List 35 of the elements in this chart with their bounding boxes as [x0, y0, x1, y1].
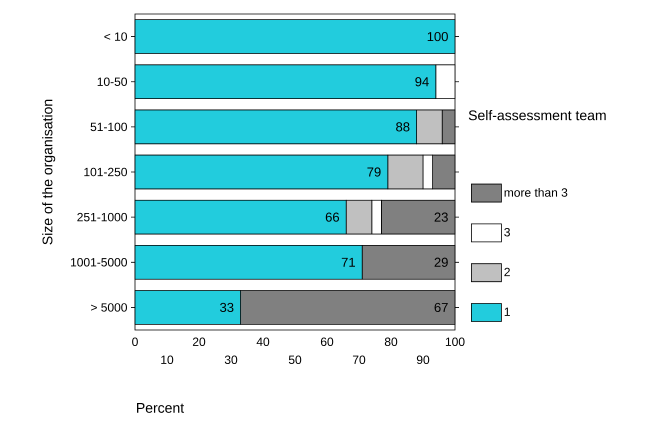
- x2-tick-label: 90: [416, 356, 430, 364]
- y-tick-label: < 10: [104, 32, 127, 41]
- y-tick-label: > 5000: [91, 303, 127, 312]
- legend-title: Self-assessment team: [468, 110, 606, 120]
- x-tick-label: 20: [192, 338, 206, 346]
- x2-tick-label: 30: [224, 356, 238, 364]
- data-label: 100: [428, 32, 448, 42]
- x2-tick-label: 70: [352, 356, 366, 364]
- x-tick-label: 100: [446, 338, 465, 346]
- data-label: 79: [367, 167, 381, 177]
- y-tick-label: 251-1000: [77, 212, 127, 222]
- legend-label: 1: [504, 308, 510, 316]
- data-label: 23: [434, 212, 448, 222]
- x-axis-title: Percent: [137, 403, 184, 413]
- data-label: 33: [220, 302, 234, 312]
- x-tick-label: 80: [384, 338, 398, 346]
- data-label: 66: [326, 212, 340, 222]
- x2-tick-label: 10: [161, 356, 174, 364]
- data-label: 71: [342, 258, 355, 267]
- data-label: 94: [415, 77, 429, 86]
- y-tick-label: 51-100: [90, 122, 127, 132]
- data-label: 88: [396, 122, 410, 132]
- data-label: 29: [434, 258, 448, 267]
- data-label: 67: [434, 302, 448, 312]
- y-axis-title: Size of the organisation: [42, 100, 56, 245]
- x-tick-label: 0: [132, 338, 138, 346]
- y-tick-label: 10-50: [98, 77, 127, 86]
- y-tick-label: 101-250: [84, 168, 127, 176]
- legend-label: more than 3: [504, 188, 568, 197]
- legend-label: 2: [504, 268, 510, 276]
- y-tick-label: 1001-5000: [70, 258, 127, 267]
- x2-tick-label: 50: [288, 356, 302, 364]
- legend-label: 3: [504, 228, 510, 236]
- x-tick-label: 60: [320, 338, 334, 346]
- x-tick-label: 40: [256, 338, 270, 346]
